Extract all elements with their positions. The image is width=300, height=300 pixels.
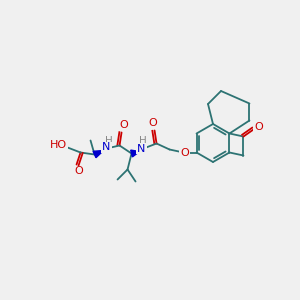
Polygon shape — [131, 150, 140, 157]
Text: H: H — [139, 136, 146, 146]
Text: O: O — [254, 122, 263, 133]
Text: O: O — [119, 121, 128, 130]
Text: O: O — [180, 148, 189, 158]
Polygon shape — [93, 151, 104, 158]
Text: N: N — [137, 143, 146, 154]
Text: N: N — [102, 142, 111, 152]
Text: HO: HO — [50, 140, 67, 151]
Text: H: H — [105, 136, 112, 146]
Text: O: O — [148, 118, 157, 128]
Text: O: O — [74, 167, 83, 176]
